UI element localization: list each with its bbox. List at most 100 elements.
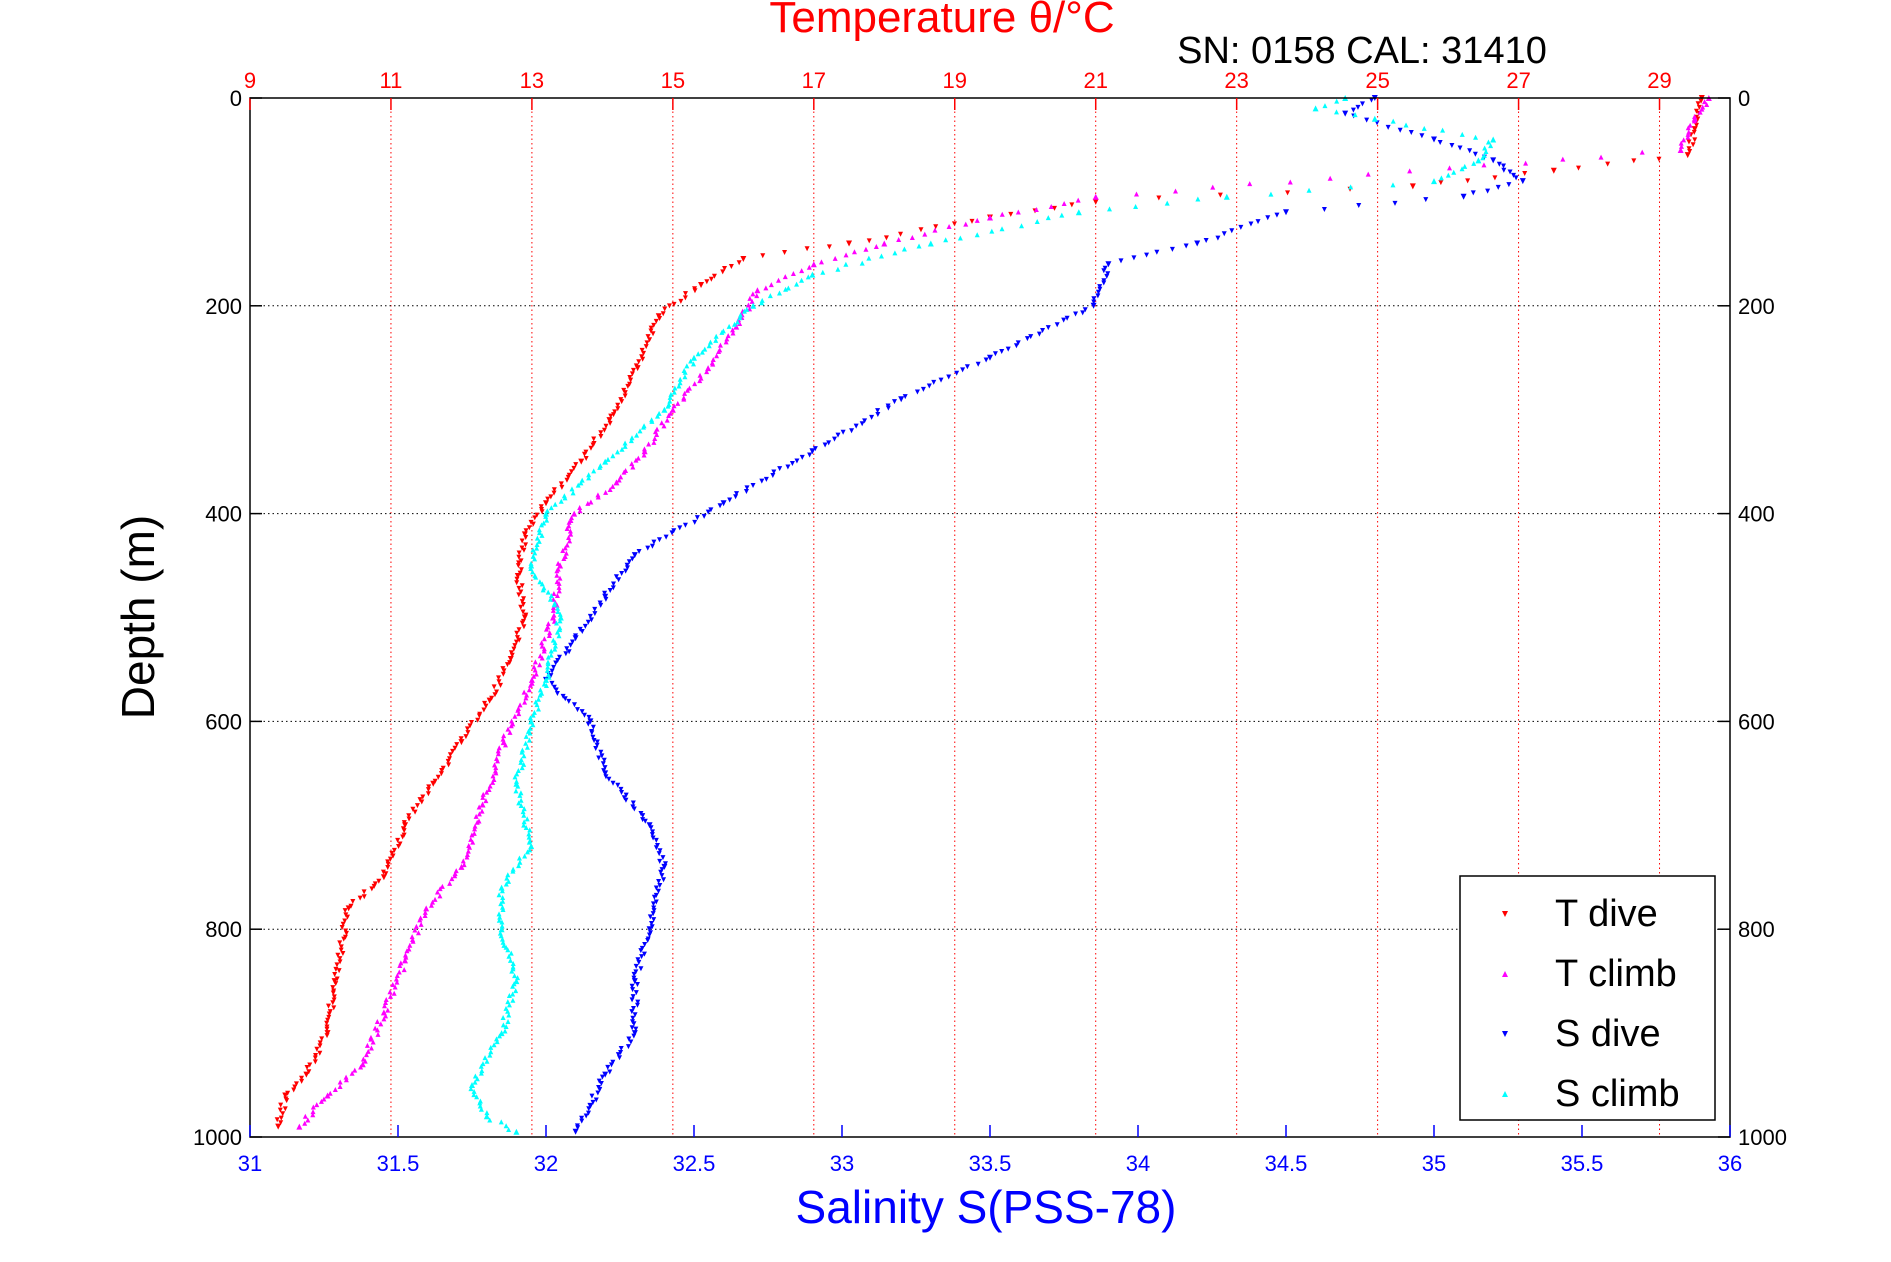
data-point bbox=[747, 295, 753, 301]
data-point bbox=[831, 436, 837, 442]
data-point bbox=[931, 379, 937, 385]
data-point bbox=[383, 1013, 389, 1019]
data-point bbox=[337, 959, 343, 965]
data-point bbox=[500, 1015, 506, 1021]
data-point bbox=[534, 541, 540, 547]
data-point bbox=[623, 792, 629, 798]
data-point bbox=[1696, 104, 1702, 110]
data-point bbox=[625, 1044, 631, 1050]
data-point bbox=[653, 318, 659, 324]
data-point bbox=[521, 547, 527, 553]
data-point bbox=[619, 399, 625, 405]
data-point bbox=[478, 1070, 484, 1076]
data-point bbox=[504, 875, 510, 881]
data-point bbox=[1365, 171, 1371, 177]
data-point bbox=[1194, 240, 1201, 247]
data-point bbox=[476, 713, 482, 719]
data-point bbox=[641, 951, 647, 957]
data-point bbox=[637, 428, 643, 434]
data-point bbox=[557, 618, 563, 624]
data-point bbox=[550, 605, 556, 611]
data-point bbox=[496, 745, 502, 751]
data-point bbox=[1356, 202, 1362, 208]
data-point bbox=[628, 438, 634, 444]
data-point bbox=[1385, 124, 1391, 130]
data-point bbox=[567, 528, 573, 534]
data-point bbox=[633, 963, 639, 969]
data-point bbox=[549, 668, 555, 674]
data-point bbox=[691, 354, 697, 361]
data-point bbox=[610, 780, 616, 786]
data-point bbox=[566, 519, 572, 525]
data-point bbox=[383, 996, 389, 1002]
data-point bbox=[278, 1115, 284, 1121]
data-point bbox=[349, 1070, 355, 1076]
data-point bbox=[557, 654, 563, 660]
data-point bbox=[532, 667, 538, 673]
data-point bbox=[631, 1030, 638, 1037]
data-point bbox=[684, 363, 690, 369]
data-point bbox=[579, 1118, 585, 1124]
data-point bbox=[332, 971, 338, 977]
salinity-tick-label: 36 bbox=[1718, 1151, 1742, 1176]
data-point bbox=[557, 611, 563, 617]
data-point bbox=[992, 351, 998, 357]
data-point bbox=[610, 585, 616, 591]
data-point bbox=[516, 637, 522, 643]
data-point bbox=[430, 780, 437, 787]
data-point bbox=[619, 571, 625, 577]
data-point bbox=[1334, 109, 1340, 115]
depth-tick-label-left: 600 bbox=[205, 709, 242, 734]
data-point bbox=[425, 787, 431, 793]
data-point bbox=[537, 662, 543, 668]
data-point bbox=[719, 329, 725, 335]
data-point bbox=[583, 455, 589, 461]
data-point bbox=[645, 545, 651, 551]
data-point bbox=[1101, 280, 1107, 286]
data-point bbox=[463, 734, 469, 740]
data-point bbox=[1203, 238, 1209, 244]
data-point bbox=[537, 579, 543, 585]
data-point bbox=[514, 771, 520, 777]
data-point bbox=[738, 312, 744, 318]
data-point bbox=[892, 250, 898, 256]
data-point bbox=[518, 589, 524, 595]
data-point bbox=[1576, 165, 1582, 171]
data-point bbox=[406, 813, 412, 819]
data-point bbox=[1687, 148, 1693, 154]
data-point bbox=[552, 643, 558, 649]
data-point bbox=[878, 253, 884, 259]
data-point bbox=[539, 655, 545, 661]
data-point bbox=[317, 1043, 323, 1049]
data-point bbox=[518, 759, 524, 765]
data-point bbox=[527, 847, 533, 853]
data-point bbox=[621, 795, 627, 801]
data-point bbox=[740, 256, 747, 263]
data-point bbox=[500, 671, 506, 677]
data-point bbox=[330, 985, 336, 991]
data-point bbox=[659, 867, 665, 873]
data-point bbox=[636, 959, 642, 965]
data-point bbox=[720, 500, 727, 507]
data-point bbox=[331, 1005, 337, 1011]
data-point bbox=[591, 738, 597, 744]
data-point bbox=[671, 301, 677, 307]
data-point bbox=[368, 1045, 374, 1051]
data-point bbox=[282, 1106, 288, 1112]
data-point bbox=[547, 596, 553, 602]
data-point bbox=[534, 512, 540, 518]
data-point bbox=[1075, 197, 1081, 203]
data-point bbox=[651, 539, 657, 545]
data-point bbox=[713, 337, 719, 343]
data-point bbox=[508, 650, 514, 656]
data-point bbox=[1368, 97, 1374, 103]
data-point bbox=[1221, 231, 1227, 237]
data-point bbox=[380, 869, 386, 875]
data-point bbox=[799, 454, 805, 460]
data-point bbox=[615, 782, 621, 788]
data-point bbox=[524, 816, 530, 822]
data-point bbox=[577, 508, 583, 514]
data-point bbox=[660, 855, 666, 861]
data-point bbox=[498, 1119, 504, 1125]
data-point bbox=[657, 848, 663, 854]
